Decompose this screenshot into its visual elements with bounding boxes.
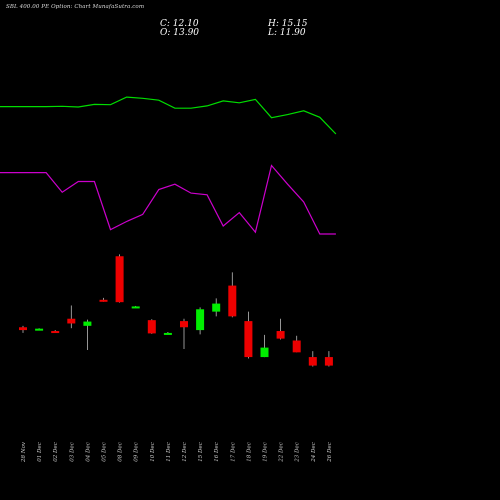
candle xyxy=(67,305,76,329)
x-tick-label: 15 Dec xyxy=(198,442,204,462)
candle-body xyxy=(260,347,269,358)
candle-body xyxy=(244,321,253,358)
x-tick-label: 02 Dec xyxy=(53,442,59,462)
candles xyxy=(19,254,333,367)
green-indicator-line xyxy=(0,96,337,135)
x-tick-label: 18 Dec xyxy=(246,442,252,462)
candle xyxy=(324,351,333,367)
x-tick-label: 16 Dec xyxy=(214,442,220,462)
low-value: L: 11.90 xyxy=(268,28,306,38)
open-value: O: 13.90 xyxy=(160,28,200,38)
candle xyxy=(115,254,124,303)
x-axis-ticks: 28 Nov 01 Dec 02 Dec 03 Dec 04 Dec 05 Dec 08 D… xyxy=(21,441,333,463)
candle-body xyxy=(67,318,76,324)
candle-body xyxy=(324,357,333,366)
x-tick-label: 22 Dec xyxy=(279,442,285,463)
candle-body xyxy=(19,327,27,331)
purple-indicator-line xyxy=(0,164,336,235)
candle xyxy=(308,351,317,367)
candle xyxy=(147,319,156,334)
candle xyxy=(244,311,253,359)
x-tick-label: 11 Dec xyxy=(166,442,172,462)
x-tick-label: 03 Dec xyxy=(69,442,75,462)
candle-body xyxy=(131,306,140,309)
close-value: C: 12.10 xyxy=(160,19,199,29)
x-tick-label: 17 Dec xyxy=(230,442,236,462)
x-tick-label: 19 Dec xyxy=(263,442,269,462)
candle xyxy=(180,318,188,350)
x-tick-label: 26 Dec xyxy=(327,442,333,463)
candle-body xyxy=(276,331,285,339)
high-value: H: 15.15 xyxy=(268,19,308,29)
candle-body xyxy=(180,321,188,328)
x-tick-label: 05 Dec xyxy=(102,442,108,462)
x-tick-label: 01 Dec xyxy=(37,442,43,462)
candle xyxy=(276,318,285,340)
candle xyxy=(99,297,108,302)
x-tick-label: 28 Nov xyxy=(21,441,27,463)
candle-body xyxy=(163,332,172,335)
x-tick-label: 24 Dec xyxy=(311,442,317,463)
candle xyxy=(260,334,269,358)
candle xyxy=(51,330,60,334)
candle-body xyxy=(212,303,221,312)
candle-body xyxy=(196,309,205,331)
candle-body xyxy=(292,340,301,353)
candle-body xyxy=(35,328,44,331)
x-tick-label: 08 Dec xyxy=(118,442,124,462)
indicator-lines xyxy=(0,96,337,235)
candle xyxy=(212,298,221,317)
x-tick-label: 09 Dec xyxy=(134,442,140,462)
candle xyxy=(131,305,140,309)
candle-body xyxy=(83,321,92,326)
candle-body xyxy=(99,299,108,302)
candle xyxy=(292,335,301,353)
candle-body xyxy=(228,285,237,317)
x-tick-label: 04 Dec xyxy=(85,442,91,462)
candle xyxy=(19,325,27,333)
candle-body xyxy=(51,331,60,334)
x-tick-label: 12 Dec xyxy=(182,442,188,462)
candle-body xyxy=(308,357,317,366)
candle-body xyxy=(115,256,124,303)
x-tick-label: 10 Dec xyxy=(150,442,156,462)
candle xyxy=(83,319,92,350)
candle-body xyxy=(147,320,156,334)
candle xyxy=(35,328,44,331)
candle xyxy=(163,331,172,335)
candle xyxy=(228,272,237,318)
candle xyxy=(196,307,205,335)
chart-title: SBL 400.00 PE Option: Chart MunafaSutra.… xyxy=(6,4,145,10)
x-tick-label: 23 Dec xyxy=(295,442,301,463)
